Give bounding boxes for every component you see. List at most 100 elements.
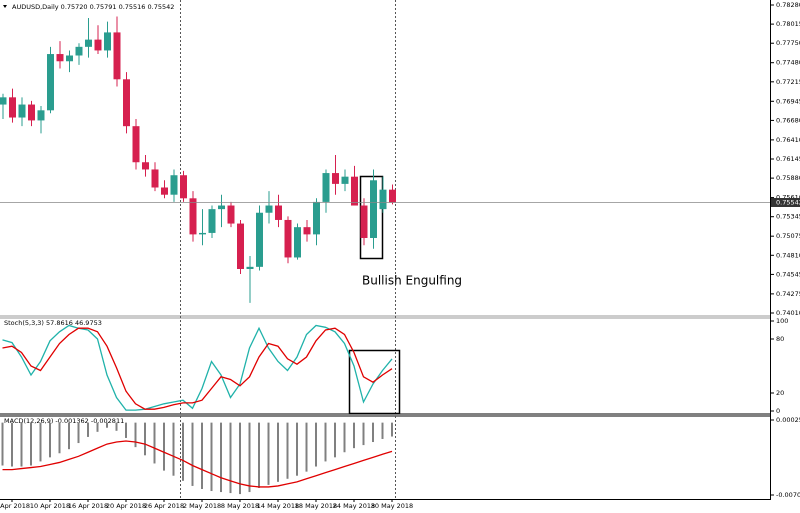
candle-body: [332, 173, 339, 184]
histogram-bar: [277, 422, 279, 482]
y-tick-label: 0.75345: [776, 213, 800, 221]
x-tick-label: 4 Apr 2018: [0, 502, 30, 510]
candle-body: [246, 266, 254, 269]
pattern-box: [348, 349, 401, 415]
histogram-bar: [381, 422, 384, 439]
y-tick-label: 0.77215: [776, 78, 800, 86]
x-tick-label: 26 Apr 2018: [144, 502, 184, 510]
histogram-bar: [163, 422, 165, 471]
histogram-bar: [106, 422, 108, 428]
candle-body: [28, 104, 35, 121]
candle-body: [303, 227, 311, 235]
candle-body: [37, 110, 45, 121]
histogram-bar: [20, 422, 23, 467]
panel-title: AUDUSD,Daily 0.75720 0.75791 0.75516 0.7…: [12, 3, 174, 11]
candle-body: [75, 46, 83, 56]
y-tick-label: 20: [776, 389, 784, 397]
x-tick-label: 8 May 2018: [221, 502, 259, 510]
y-tick-label: 0.76945: [776, 97, 800, 105]
y-tick-label: -0.007089: [776, 491, 800, 499]
histogram-bar: [334, 422, 336, 458]
histogram-bar: [210, 422, 213, 492]
histogram-bar: [296, 422, 298, 476]
histogram-bar: [239, 422, 241, 495]
candle-body: [170, 175, 178, 195]
candle-body: [341, 176, 349, 184]
candle-body: [360, 205, 368, 238]
menu-arrow: [3, 5, 7, 8]
histogram-bar: [1, 422, 4, 466]
candle-body: [123, 79, 130, 127]
candle-body: [256, 212, 263, 267]
candle-body: [237, 223, 244, 269]
candle-body: [189, 198, 197, 235]
candle-body: [85, 39, 92, 47]
histogram-bar: [362, 422, 365, 446]
candle-body: [94, 39, 102, 51]
candle-body: [132, 126, 140, 163]
histogram-bar: [87, 422, 89, 437]
histogram-bar: [182, 422, 184, 481]
histogram-bar: [229, 422, 232, 494]
candle-body: [294, 227, 301, 258]
annotation: Bullish Engulfing: [362, 274, 462, 288]
histogram-bar: [77, 422, 80, 444]
candle-body: [322, 173, 330, 202]
candle-body: [9, 97, 16, 118]
candle-body: [161, 187, 168, 195]
histogram-bar: [125, 422, 127, 438]
price-label: 0.75542: [776, 198, 800, 206]
x-tick-label: 10 Apr 2018: [30, 502, 70, 510]
histogram-bar: [172, 422, 175, 476]
candle-body: [151, 169, 159, 188]
indicator-line: [2, 327, 393, 410]
candle-body: [104, 32, 111, 51]
signal-line: [2, 440, 393, 488]
histogram-bar: [68, 422, 70, 450]
candle-body: [18, 104, 26, 118]
candle-body: [208, 209, 216, 233]
histogram-bar: [153, 422, 156, 464]
candle-body: [284, 219, 292, 258]
histogram-bar: [372, 422, 374, 443]
histogram-bar: [30, 422, 32, 466]
histogram-bar: [343, 422, 346, 453]
y-tick-label: 100: [776, 317, 788, 325]
histogram-bar: [315, 422, 317, 467]
histogram-bar: [305, 422, 308, 472]
y-tick-label: 0.74545: [776, 270, 800, 278]
candle-body: [370, 180, 377, 238]
candle-body: [66, 55, 73, 62]
candle-body: [379, 189, 387, 210]
histogram-bar: [220, 422, 222, 493]
candle-body: [275, 205, 282, 220]
candle-body: [389, 189, 396, 203]
y-tick-label: 0.76145: [776, 155, 800, 163]
panel-title: Stoch(5,3,3) 57.8616 46.9753: [4, 319, 102, 327]
panel-title: MACD(12,26,9) -0.001362 -0.002811: [4, 417, 124, 425]
histogram-bar: [286, 422, 289, 479]
histogram-bar: [201, 422, 203, 489]
candle-body: [313, 201, 320, 235]
histogram-bar: [11, 422, 13, 467]
x-tick-label: 14 May 2018: [257, 502, 299, 510]
histogram-bar: [248, 422, 251, 493]
y-tick-label: 0.74275: [776, 290, 800, 298]
candle-body: [265, 205, 273, 213]
histogram-bar: [324, 422, 327, 462]
indicator-line: [2, 324, 393, 411]
y-tick-label: 0.78015: [776, 20, 800, 28]
candle-body: [351, 176, 358, 206]
histogram-bar: [115, 422, 118, 431]
x-tick-label: 30 May 2018: [371, 502, 413, 510]
x-tick-label: 18 May 2018: [295, 502, 337, 510]
